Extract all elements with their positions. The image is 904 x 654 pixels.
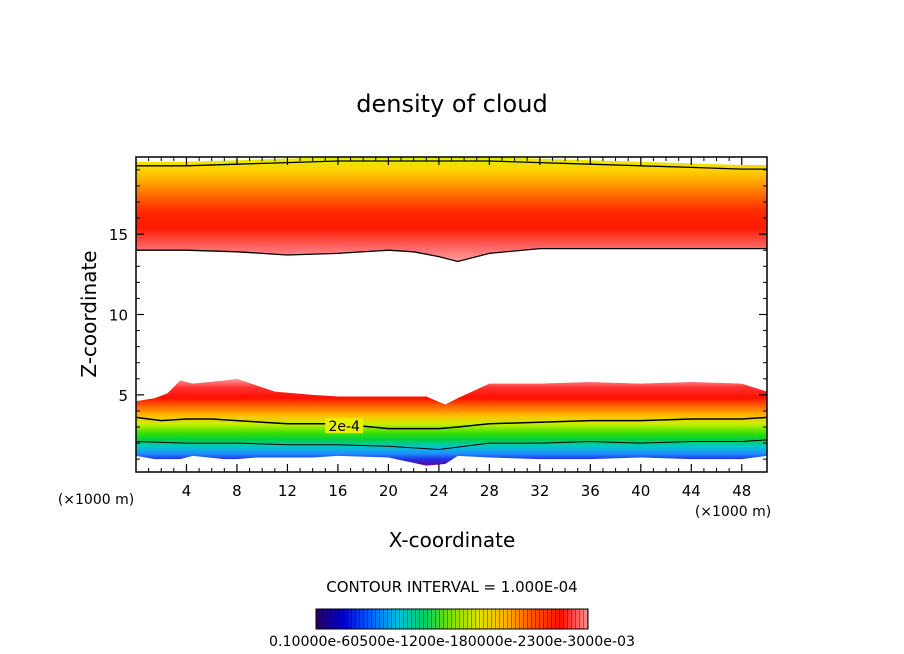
colorbar-frame xyxy=(315,608,589,630)
x-tick-label: 48 xyxy=(732,482,751,500)
x-tick-label: 12 xyxy=(278,482,297,500)
colorbar-labels: 0.10000e-60500e-1200e-180000e-2300e-3000… xyxy=(269,634,635,650)
x-axis: 4 8 12 16 20 24 28 32 36 40 44 48 xyxy=(148,157,751,500)
y-tick-label: 15 xyxy=(109,226,128,244)
contour-interval-text: CONTOUR INTERVAL = 1.000E-04 xyxy=(326,578,577,596)
x-tick-label: 24 xyxy=(429,482,448,500)
lower-cloud-band xyxy=(136,378,767,466)
contour-label-background xyxy=(325,418,364,434)
x-tick-label: 28 xyxy=(480,482,499,500)
x-tick-label: 16 xyxy=(328,482,347,500)
upper-contour-top xyxy=(136,160,767,170)
y-axis-label: Z-coordinate xyxy=(77,250,101,377)
x-tick-label: 44 xyxy=(682,482,701,500)
x-axis-label: X-coordinate xyxy=(389,528,516,552)
x-tick-label: 4 xyxy=(182,482,192,500)
x-unit-right: (×1000 m) xyxy=(695,504,771,520)
y-tick-label: 5 xyxy=(118,387,128,405)
contour-label: 2e-4 xyxy=(328,419,360,435)
plot-area: 2e-4 xyxy=(136,157,767,466)
x-tick-label: 32 xyxy=(530,482,549,500)
x-unit-left: (×1000 m) xyxy=(58,492,134,508)
contour-line-lower xyxy=(136,439,767,451)
x-tick-label: 40 xyxy=(631,482,650,500)
y-axis: 5 10 15 xyxy=(109,169,767,460)
y-tick-label: 10 xyxy=(109,307,128,325)
upper-contour-bottom xyxy=(136,247,767,263)
chart-title: density of cloud xyxy=(356,90,547,118)
x-tick-label: 8 xyxy=(232,482,242,500)
x-tick-label: 20 xyxy=(379,482,398,500)
colorbar-ticks xyxy=(316,609,588,629)
contour-line-2e-4 xyxy=(136,416,767,430)
x-tick-label: 36 xyxy=(581,482,600,500)
upper-cloud-band xyxy=(136,157,767,262)
